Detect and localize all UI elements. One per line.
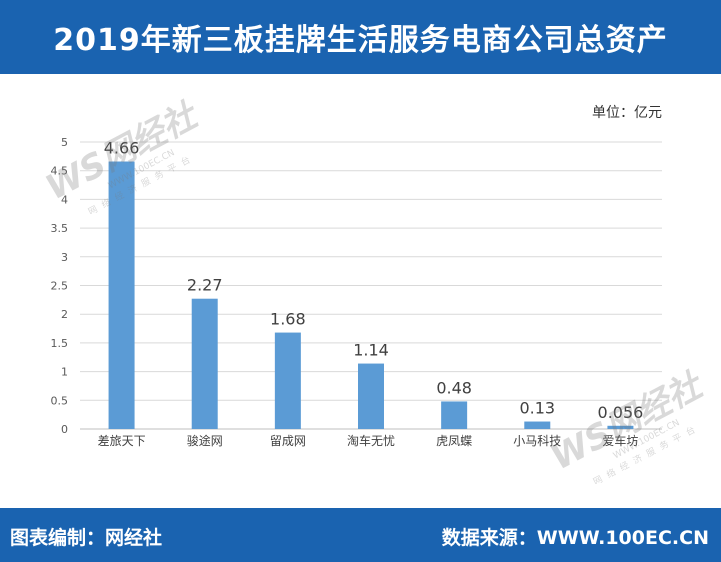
chart-title: 2019年新三板挂牌生活服务电商公司总资产 — [53, 23, 668, 58]
x-tick-label: 淘车无忧 — [347, 433, 395, 448]
y-tick-label: 0.5 — [51, 394, 69, 407]
data-label: 0.13 — [519, 399, 555, 418]
bar — [191, 298, 218, 429]
x-tick-label: 虎凤蝶 — [436, 433, 472, 448]
footer-editor: 图表编制：网经社 — [10, 527, 163, 549]
bar — [274, 332, 301, 429]
y-tick-label: 4 — [61, 193, 68, 206]
unit-label: 单位：亿元 — [592, 105, 662, 121]
y-tick-label: 1 — [61, 366, 68, 379]
data-label: 0.48 — [436, 378, 472, 397]
bar-chart: 单位：亿元 0 0.5 1 1.5 2 2.5 3 3.5 4 4.5 5 4.66 差旅天下 2.27… — [51, 105, 662, 448]
y-tick-label: 2 — [61, 308, 68, 321]
x-tick-label: 留成网 — [270, 434, 306, 448]
y-tick-label: 3 — [61, 251, 68, 264]
y-tick-label: 5 — [61, 136, 68, 149]
data-label: 2.27 — [187, 276, 223, 295]
chart-area: 单位：亿元 0 0.5 1 1.5 2 2.5 3 3.5 4 4.5 5 4.66 差旅天下 2.27… — [0, 74, 721, 508]
data-label: 4.66 — [104, 139, 140, 158]
footer-bar: 图表编制：网经社 数据来源：WWW.100EC.CN — [0, 508, 721, 562]
bar — [441, 401, 468, 429]
data-label: 1.14 — [353, 341, 389, 360]
header-bar: 2019年新三板挂牌生活服务电商公司总资产 — [0, 0, 721, 74]
x-tick-label: 爱车坊 — [602, 433, 638, 448]
bar — [358, 363, 384, 429]
y-tick-label: 3.5 — [51, 222, 69, 235]
y-tick-label: 2.5 — [51, 280, 69, 293]
bar — [108, 161, 135, 429]
footer-source: 数据来源：WWW.100EC.CN — [441, 527, 709, 549]
x-tick-label: 小马科技 — [513, 434, 561, 448]
bar — [607, 425, 634, 429]
data-label: 1.68 — [270, 310, 306, 329]
bar — [524, 421, 551, 429]
y-tick-label: 0 — [61, 423, 68, 436]
y-tick-label: 4.5 — [51, 165, 69, 178]
y-tick-label: 1.5 — [51, 337, 69, 350]
x-tick-label: 骏途网 — [187, 433, 223, 448]
x-tick-label: 差旅天下 — [98, 434, 146, 448]
data-label: 0.056 — [598, 403, 644, 422]
